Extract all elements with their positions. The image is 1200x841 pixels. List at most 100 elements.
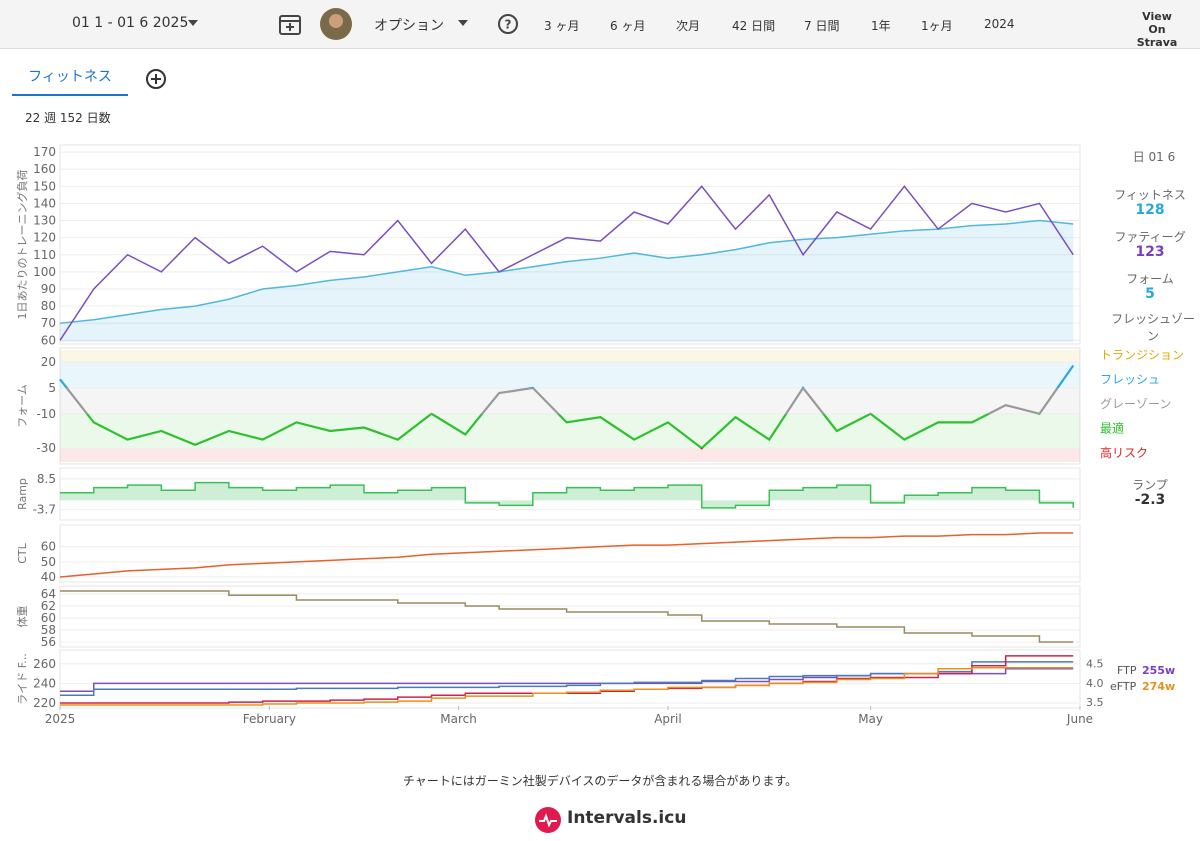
series-line xyxy=(59,219,1074,324)
add-tab-icon[interactable] xyxy=(145,68,167,90)
range-button[interactable]: 3 ヶ月 xyxy=(544,19,580,33)
series-line xyxy=(60,667,1074,693)
y-tick-label: 60 xyxy=(41,540,56,554)
y-tick-label: 5 xyxy=(48,381,56,395)
y2-tick-label: 3.5 xyxy=(1086,696,1104,709)
side-label: ファティーグ xyxy=(1114,230,1186,244)
zone-legend: 最適 xyxy=(1100,422,1124,436)
y-axis-title: 体重 xyxy=(15,606,29,628)
series-line xyxy=(60,661,1074,696)
y-tick-label: -10 xyxy=(36,407,56,421)
tab[interactable]: フィットネス xyxy=(12,60,128,96)
series-line xyxy=(59,532,1074,578)
ftp-label: eFTP xyxy=(1110,680,1137,693)
y-tick-label: 90 xyxy=(41,282,56,296)
y-tick-label: 110 xyxy=(33,248,56,262)
zone-band xyxy=(60,362,1080,388)
plot-frame xyxy=(59,649,1081,709)
fitness-chart: 60 70 80 90 100 110 120 130 140 150 160 170 1日あたりのトレ… xyxy=(15,144,1184,726)
y-tick-label: 56 xyxy=(41,635,56,649)
help-icon[interactable]: ? xyxy=(497,13,519,35)
side-value: 128 xyxy=(1135,202,1165,218)
brand: Intervals.icu xyxy=(567,808,687,828)
series-line xyxy=(60,666,1074,706)
range-button[interactable]: 1年 xyxy=(871,19,891,33)
range-button[interactable]: 7 日間 xyxy=(804,19,840,33)
y-tick-label: 160 xyxy=(33,162,56,176)
dropdown-icon[interactable] xyxy=(186,18,200,28)
date-range[interactable]: 01 1 - 01 6 2025 xyxy=(72,15,189,31)
plot-frame xyxy=(59,524,1081,583)
series-line xyxy=(60,590,1074,643)
plot-frame xyxy=(59,347,1081,465)
y-tick-label: 80 xyxy=(41,299,56,313)
range-button[interactable]: 2024 xyxy=(984,17,1015,31)
side-value: 123 xyxy=(1135,244,1165,260)
plot-frame xyxy=(59,585,1081,648)
footer-note: チャートにはガーミン社製デバイスのデータが含まれる場合があります。 xyxy=(402,774,798,788)
x-tick-label: April xyxy=(654,712,681,726)
range-button[interactable]: 42 日間 xyxy=(732,19,776,33)
y-axis-title: 1日あたりのトレーニング負荷 xyxy=(15,170,29,320)
y-tick-label: 40 xyxy=(41,570,56,584)
y-tick-label: 50 xyxy=(41,555,56,569)
ramp-area xyxy=(60,482,1074,508)
dropdown-icon[interactable] xyxy=(456,18,470,28)
range-button[interactable]: 1ヶ月 xyxy=(921,19,953,33)
zone-band xyxy=(60,448,1080,462)
plot-frame xyxy=(59,467,1081,521)
x-tick-label: May xyxy=(858,712,883,726)
plot-frame xyxy=(59,144,1081,345)
y2-tick-label: 4.0 xyxy=(1086,677,1104,690)
y-tick-label: 130 xyxy=(33,214,56,228)
zone-band xyxy=(60,350,1080,363)
x-tick-label: June xyxy=(1066,712,1093,726)
y-tick-label: 58 xyxy=(41,623,56,637)
y-tick-label: 70 xyxy=(41,316,56,330)
y-tick-label: 8.5 xyxy=(37,472,56,486)
y-axis-title: ライド F... xyxy=(16,653,29,705)
y-axis-title: フォーム xyxy=(16,384,29,428)
ftp-value: 255w xyxy=(1142,664,1176,677)
y-tick-label: 60 xyxy=(41,611,56,625)
zone-band xyxy=(60,387,1080,414)
series-line xyxy=(59,364,1075,450)
side-label: フィットネス xyxy=(1114,188,1186,202)
header: 01 1 - 01 6 2025 オプション ? View On Strava … xyxy=(0,0,1200,49)
y-tick-label: 64 xyxy=(41,587,56,601)
range-button[interactable]: 6 ヶ月 xyxy=(610,19,646,33)
y-tick-label: -30 xyxy=(36,441,56,455)
range-button[interactable]: 次月 xyxy=(676,19,701,33)
side-label: ランプ xyxy=(1132,478,1168,492)
side-zone: フレッシュゾーン xyxy=(1110,312,1195,343)
series-line xyxy=(60,481,1074,509)
side-value: -2.3 xyxy=(1134,492,1166,508)
side-label: フォーム xyxy=(1126,272,1174,286)
svg-text:?: ? xyxy=(505,18,512,32)
options-menu[interactable]: オプション xyxy=(374,18,444,34)
y-tick-label: -3.7 xyxy=(33,503,56,517)
y-tick-label: 220 xyxy=(33,696,56,710)
strava-link[interactable]: View On Strava xyxy=(1136,10,1178,49)
y-tick-label: 60 xyxy=(41,333,56,347)
y-axis-title: CTL xyxy=(16,542,29,563)
y-tick-label: 150 xyxy=(33,179,56,193)
x-tick-label: February xyxy=(243,712,296,726)
y-tick-label: 170 xyxy=(33,145,56,159)
x-tick-label: 2025 xyxy=(45,712,76,726)
y-tick-label: 120 xyxy=(33,231,56,245)
y2-tick-label: 4.5 xyxy=(1086,658,1104,671)
ftp-label: FTP xyxy=(1117,664,1137,677)
zone-legend: 高リスク xyxy=(1100,446,1148,460)
x-tick-label: March xyxy=(440,712,477,726)
series-line xyxy=(59,185,1074,341)
side-date: 日 01 6 xyxy=(1132,150,1176,164)
calendar-add-icon[interactable] xyxy=(278,12,302,36)
brand-logo xyxy=(535,807,561,833)
summary: 22 週 152 日数 xyxy=(25,111,111,125)
avatar[interactable] xyxy=(320,8,352,40)
y-tick-label: 240 xyxy=(33,676,56,690)
series-line xyxy=(60,655,1074,704)
y-axis-title: Ramp xyxy=(16,478,29,510)
